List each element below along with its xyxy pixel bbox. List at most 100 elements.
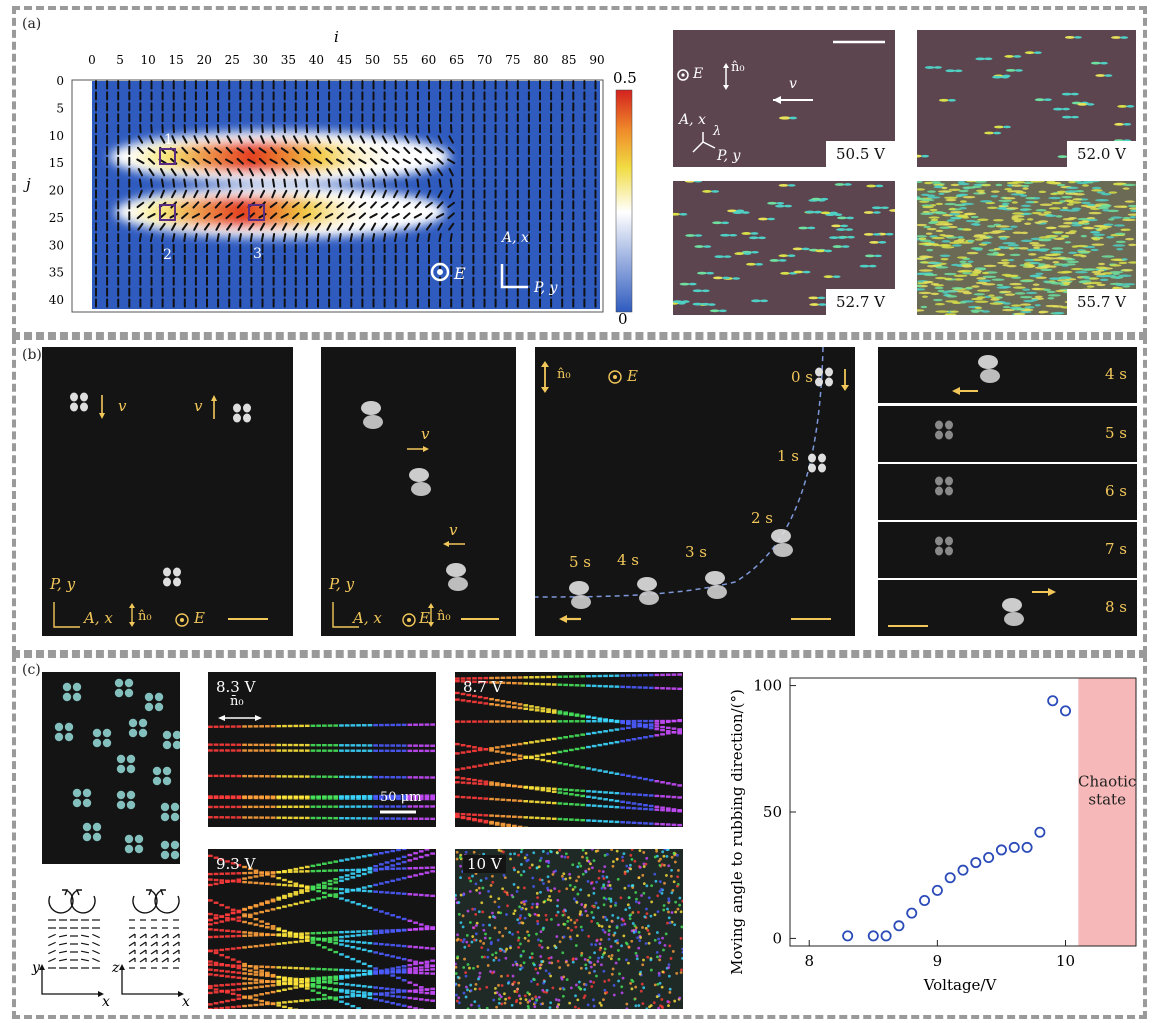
data-point [931, 884, 943, 896]
x-tick-label: 25 [225, 53, 240, 67]
data-point [1021, 841, 1033, 853]
panel-b-image-2: v v P, y A, x E n̂₀ [321, 347, 516, 636]
micrograph-52-0v: 52.0 V [917, 30, 1136, 167]
trajectory-8-3v: 8.3 V n̄₀ 50 μm [208, 672, 436, 827]
data-point [1060, 705, 1072, 717]
polarizer-label-b: P, y [50, 575, 76, 593]
y-tick-label: 25 [49, 211, 64, 225]
y-tick-label: 50 [763, 803, 782, 821]
strip-8s: 8 s [878, 580, 1137, 636]
y-tick-label: 5 [56, 101, 64, 115]
panel-a-frame [12, 6, 1147, 336]
x-tick-label: 9 [933, 952, 943, 970]
trajectory-10v: 10 V [455, 849, 683, 1009]
marker-1: 1 [164, 132, 173, 148]
micrograph-55-7v: 55.7 V [917, 181, 1136, 315]
time-2s: 2 s [751, 509, 774, 527]
data-point [880, 930, 892, 942]
micro-velocity: v [789, 76, 797, 92]
strip-time-8s: 8 s [1104, 598, 1127, 616]
micrograph-52-7v: 52.7 V [673, 181, 895, 315]
director-label-b: n̂₀ [138, 609, 152, 624]
data-point [1034, 826, 1046, 838]
x-tick-label: 85 [561, 53, 576, 67]
time-1s: 1 s [777, 447, 800, 465]
panel-b-image-1: v v P, y A, x n̂₀ E [42, 347, 293, 636]
velocity-label-2: v [194, 397, 203, 415]
strip-6s: 6 s [878, 464, 1137, 520]
director-label-b3: n̂₀ [557, 367, 571, 382]
panel-c-frame [12, 654, 1147, 1019]
skyrmion-cluster-image [42, 672, 180, 864]
panel-b-image-3: n̂₀ E 0 s 1 s 2 s 3 s 4 s 5 s [535, 347, 855, 636]
x-tick-label: 70 [477, 53, 492, 67]
axis-y-left: y [31, 960, 41, 976]
data-point [919, 894, 931, 906]
director-c: n̄₀ [230, 694, 244, 709]
strip-time-6s: 6 s [1104, 482, 1127, 500]
data-point [957, 864, 969, 876]
director-schematic: y x z x [31, 889, 190, 1010]
strip-4s: 4 s [878, 347, 1137, 403]
chaotic-state-label-1: Chaotic [1078, 773, 1136, 791]
y-tick-label: 40 [49, 293, 64, 307]
x-tick-label: 5 [116, 53, 124, 67]
x-tick-label: 20 [197, 53, 212, 67]
director-label-b2: n̂₀ [437, 609, 451, 624]
top-axis-symbol: i [334, 28, 339, 46]
velocity-label-3: v [421, 425, 430, 443]
y-tick-label: 100 [753, 677, 782, 695]
colorbar-min: 0 [618, 310, 628, 324]
strip-5s: 5 s [878, 406, 1137, 462]
time-4s: 4 s [617, 551, 640, 569]
x-tick-label: 80 [533, 53, 548, 67]
x-tick-label: 50 [365, 53, 380, 67]
time-5s: 5 s [569, 553, 592, 571]
x-tick-label: 75 [505, 53, 520, 67]
x-tick-label: 8 [804, 952, 814, 970]
field-label-b2: E [419, 609, 430, 627]
x-tick-label: 10 [1056, 952, 1075, 970]
x-tick-label: 90 [589, 53, 604, 67]
data-point [1008, 841, 1020, 853]
traj-label-1: 8.3 V [216, 678, 256, 696]
x-tick-label: 0 [88, 53, 96, 67]
strip-time-4s: 4 s [1104, 365, 1127, 383]
director-heatmap: 1 2 3 E A, x P, y 0 5 10 15 20 25 30 35 40 45 50 55… [23, 28, 637, 324]
data-point [995, 844, 1007, 856]
x-tick-label: 45 [337, 53, 352, 67]
axis-x-left: x [102, 994, 110, 1010]
data-point [906, 907, 918, 919]
trajectory-8-7v: 8.7 V [455, 672, 683, 827]
data-point [970, 857, 982, 869]
data-point [944, 872, 956, 884]
micro-polarizer: P, y [717, 148, 741, 164]
left-axis-symbol: j [23, 175, 31, 193]
y-tick-label: 30 [49, 238, 64, 252]
velocity-label-4: v [449, 521, 458, 539]
data-point [867, 930, 879, 942]
y-tick-label: 20 [49, 184, 64, 198]
strip-time-5s: 5 s [1104, 424, 1127, 442]
axis-z-right: z [111, 960, 120, 976]
voltage-label-2: 52.0 V [1067, 141, 1136, 167]
traj-label-2: 8.7 V [463, 678, 503, 696]
chaotic-state-region [1078, 678, 1136, 946]
strip-7s: 7 s [878, 522, 1137, 578]
traj-label-4: 10 V [463, 855, 506, 873]
field-label-b3: E [627, 367, 638, 385]
voltage-label-1: 50.5 V [826, 141, 895, 167]
traj-label-3: 9.3 V [216, 855, 256, 873]
time-0s: 0 s [791, 368, 814, 386]
x-tick-label: 65 [449, 53, 464, 67]
micro-director: n̂₀ [731, 60, 745, 75]
panel-b-frame [12, 336, 1147, 654]
micro-field: E [693, 66, 704, 82]
y-tick-label: 35 [49, 266, 64, 280]
axis-x-right: x [182, 994, 190, 1010]
x-tick-label: 15 [169, 53, 184, 67]
y-axis-label: Moving angle to rubbing direction/(°) [728, 689, 746, 975]
y-tick-label: 15 [49, 156, 64, 170]
chaotic-state-label-2: state [1088, 791, 1126, 809]
